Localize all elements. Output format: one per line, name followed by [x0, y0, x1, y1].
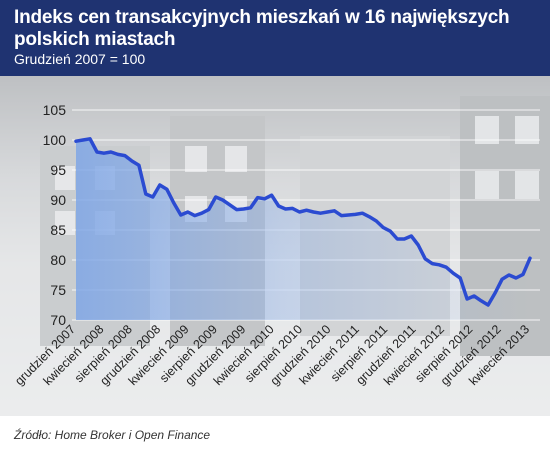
chart-subtitle: Grudzień 2007 = 100 — [14, 51, 146, 67]
area-fill — [76, 138, 530, 320]
y-axis: 70 75 80 85 90 95 100 105 — [43, 102, 67, 328]
y-tick-label: 75 — [50, 282, 66, 298]
chart-header: Indeks cen transakcyjnych mieszkań w 16 … — [0, 0, 550, 76]
series-line — [74, 137, 532, 307]
line-chart: 70 75 80 85 90 95 100 105 grudzień 2007kwiecień… — [12, 102, 540, 388]
chart-title: Indeks cen transakcyjnych mieszkań w 16 … — [14, 7, 510, 50]
y-tick-label: 90 — [50, 192, 66, 208]
y-tick-label: 85 — [50, 222, 66, 238]
y-tick-label: 95 — [50, 162, 66, 178]
source-note: Źródło: Home Broker i Open Finance — [14, 428, 211, 442]
series-line-path — [74, 137, 532, 307]
y-tick-label: 100 — [43, 132, 67, 148]
area-fill-shape — [76, 138, 530, 320]
y-tick-label: 80 — [50, 252, 66, 268]
y-tick-label: 105 — [43, 102, 67, 118]
y-tick-label: 70 — [50, 312, 66, 328]
